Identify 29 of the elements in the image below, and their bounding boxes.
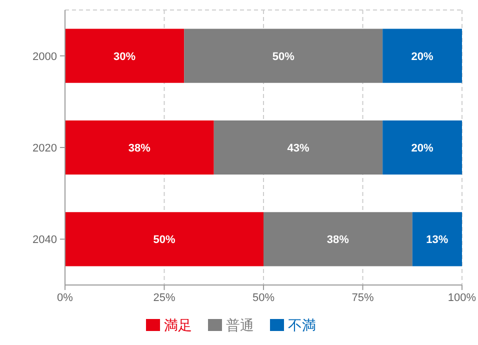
x-tick-label: 50% (252, 292, 275, 304)
data-label: 38% (326, 234, 350, 246)
x-tick-label: 0% (57, 292, 74, 304)
bar (65, 212, 264, 266)
data-label: 50% (153, 234, 176, 246)
legend-label: 満足 (164, 317, 192, 333)
bar (382, 28, 462, 83)
bar (382, 120, 462, 175)
bar (214, 120, 383, 175)
y-tick-label: 2000 (32, 50, 57, 63)
x-tick-label: 25% (153, 292, 176, 304)
bar (65, 120, 214, 175)
y-tick-label: 2020 (32, 142, 57, 154)
y-tick-label: 2040 (32, 234, 57, 246)
data-label: 13% (426, 234, 448, 246)
data-label: 50% (272, 50, 295, 63)
data-label: 20% (411, 50, 434, 63)
bar (264, 212, 412, 266)
legend-label: 普通 (226, 317, 254, 333)
x-tick-label: 100% (448, 292, 476, 304)
bar (412, 212, 462, 266)
data-label: 43% (287, 142, 310, 154)
x-tick-label: 75% (352, 292, 374, 304)
bar (65, 28, 184, 83)
data-label: 38% (128, 142, 151, 154)
data-label: 20% (411, 142, 434, 154)
data-label: 30% (114, 50, 136, 63)
bar (184, 28, 383, 83)
legend-label: 不満 (288, 317, 316, 333)
